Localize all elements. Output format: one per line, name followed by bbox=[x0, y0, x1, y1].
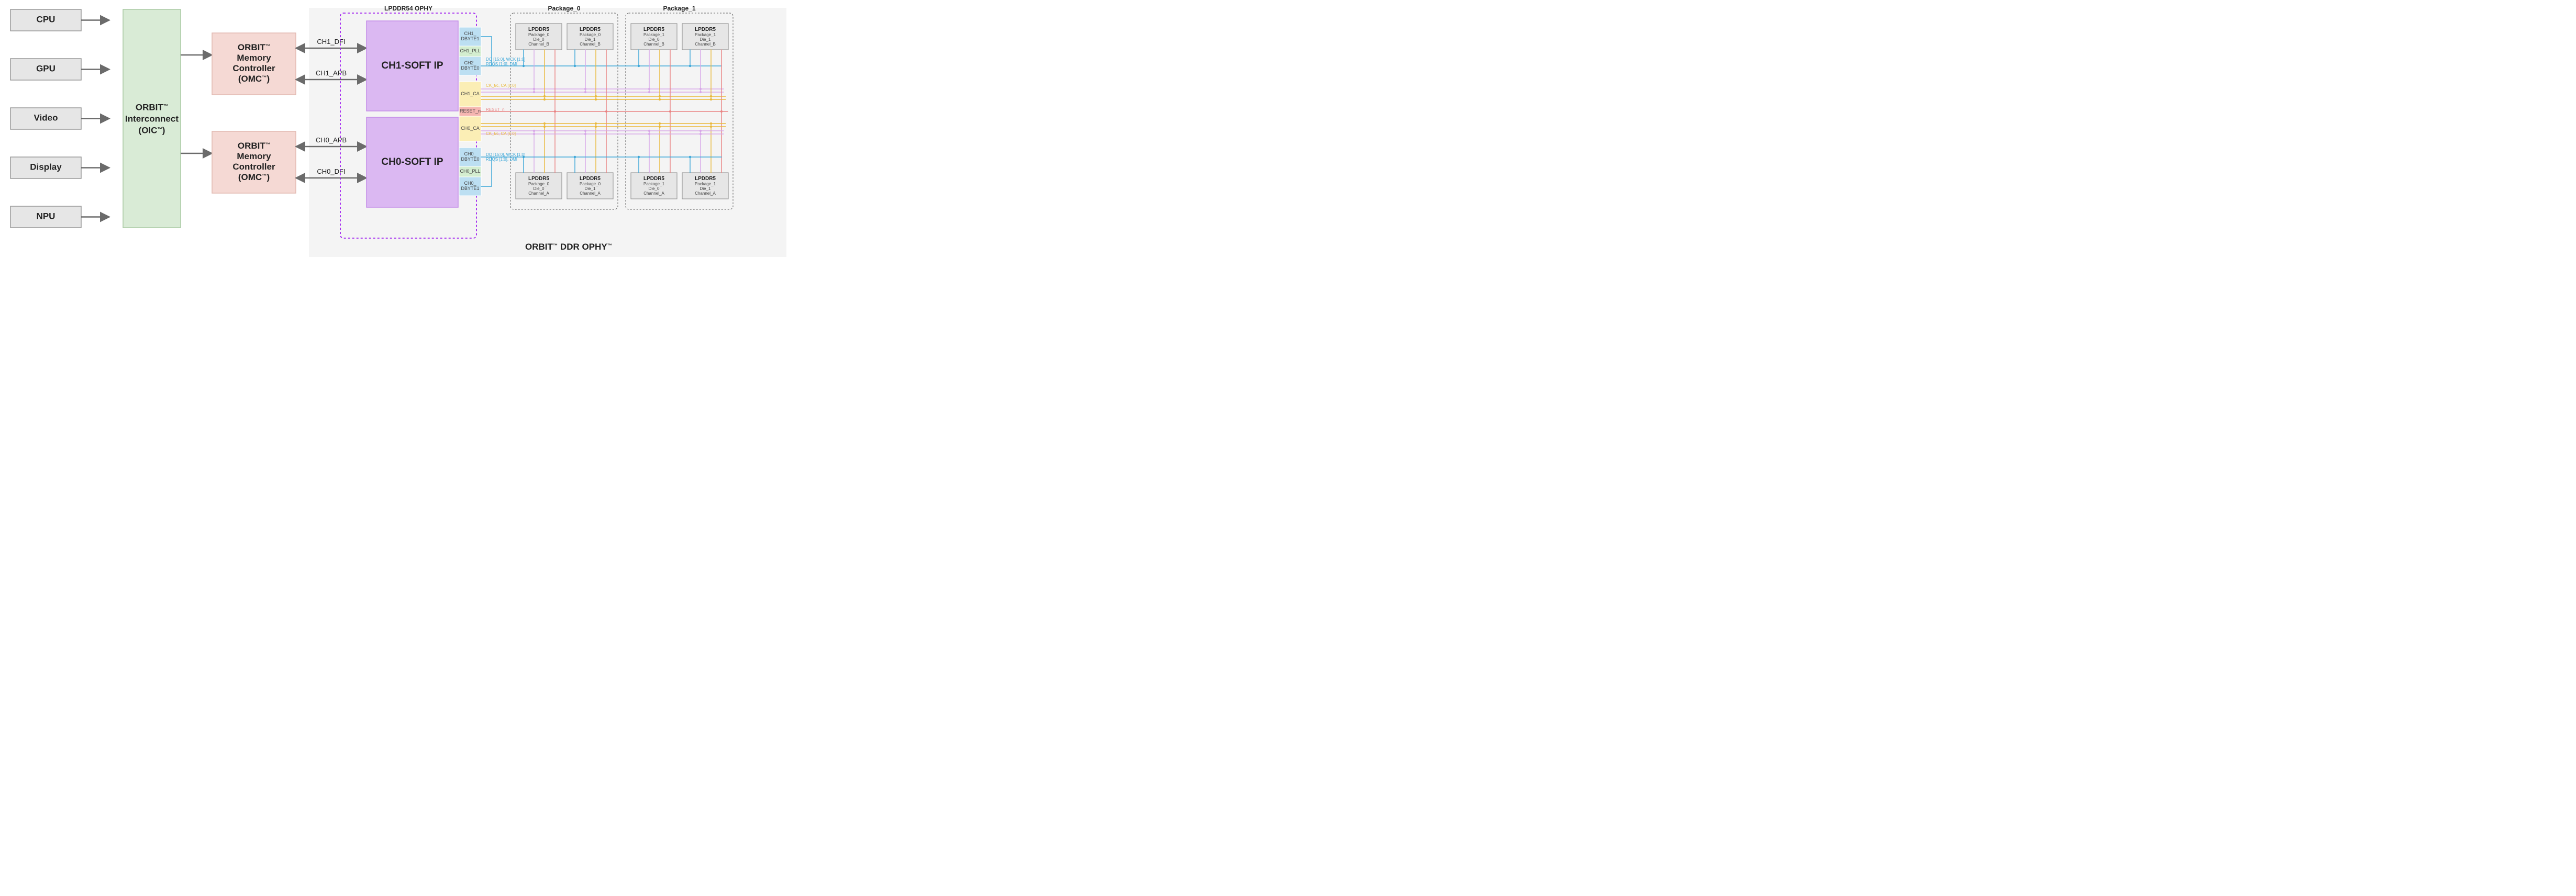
svg-text:CK_t/c, CA [6:0]: CK_t/c, CA [6:0] bbox=[486, 131, 516, 136]
svg-text:Package_0: Package_0 bbox=[580, 182, 601, 186]
svg-text:DBYTE1: DBYTE1 bbox=[461, 36, 479, 41]
svg-text:CH0_CA: CH0_CA bbox=[461, 126, 480, 131]
svg-text:GPU: GPU bbox=[36, 64, 55, 74]
svg-text:Interconnect: Interconnect bbox=[125, 114, 179, 124]
svg-text:DBYTE1: DBYTE1 bbox=[461, 186, 479, 191]
svg-text:Channel_B: Channel_B bbox=[528, 42, 549, 47]
svg-text:CH0_: CH0_ bbox=[464, 151, 476, 156]
svg-text:DBYTE0: DBYTE0 bbox=[461, 65, 479, 71]
svg-text:Controller: Controller bbox=[232, 162, 275, 172]
svg-text:Package_1: Package_1 bbox=[695, 32, 716, 37]
svg-text:ORBIT™ DDR OPHY™: ORBIT™ DDR OPHY™ bbox=[525, 242, 612, 252]
svg-text:CPU: CPU bbox=[37, 15, 55, 25]
svg-text:Channel_A: Channel_A bbox=[580, 191, 601, 196]
svg-text:LPDDR5: LPDDR5 bbox=[580, 176, 601, 182]
svg-text:CH1_PLL: CH1_PLL bbox=[460, 48, 480, 53]
svg-text:Channel_B: Channel_B bbox=[695, 42, 716, 47]
svg-text:CH0_APB: CH0_APB bbox=[316, 136, 347, 144]
svg-text:Memory: Memory bbox=[237, 151, 271, 161]
svg-text:Channel_A: Channel_A bbox=[528, 191, 549, 196]
svg-text:Video: Video bbox=[34, 113, 58, 123]
svg-text:Die_1: Die_1 bbox=[700, 186, 711, 191]
svg-text:Package_0: Package_0 bbox=[528, 182, 550, 186]
svg-text:Package_0: Package_0 bbox=[580, 32, 601, 37]
svg-text:Controller: Controller bbox=[232, 63, 275, 73]
svg-text:RESET_n: RESET_n bbox=[486, 107, 505, 112]
svg-text:Memory: Memory bbox=[237, 53, 271, 63]
svg-text:Die_1: Die_1 bbox=[585, 186, 596, 191]
svg-text:LPDDR5: LPDDR5 bbox=[695, 27, 716, 32]
svg-text:Channel_A: Channel_A bbox=[643, 191, 664, 196]
svg-text:Channel_B: Channel_B bbox=[643, 42, 664, 47]
svg-text:LPDDR5: LPDDR5 bbox=[580, 27, 601, 32]
svg-text:CH0_PLL: CH0_PLL bbox=[460, 169, 480, 174]
svg-text:LPDDR5: LPDDR5 bbox=[643, 27, 664, 32]
svg-text:Package_1: Package_1 bbox=[643, 32, 665, 37]
svg-text:Die_0: Die_0 bbox=[649, 37, 660, 42]
svg-text:LPDDR5: LPDDR5 bbox=[643, 176, 664, 182]
svg-text:CH1-SOFT IP: CH1-SOFT IP bbox=[381, 60, 443, 71]
svg-text:DBYTE0: DBYTE0 bbox=[461, 156, 479, 162]
svg-text:Die_0: Die_0 bbox=[534, 37, 545, 42]
svg-text:Package_1: Package_1 bbox=[643, 182, 665, 186]
svg-text:NPU: NPU bbox=[37, 211, 55, 221]
svg-text:CK_t/c, CA [6:0]: CK_t/c, CA [6:0] bbox=[486, 83, 516, 88]
svg-text:RESET_n: RESET_n bbox=[460, 108, 481, 114]
svg-text:Channel_A: Channel_A bbox=[695, 191, 716, 196]
svg-text:Die_0: Die_0 bbox=[534, 186, 545, 191]
svg-text:CH1_CA: CH1_CA bbox=[461, 91, 480, 96]
svg-text:LPDDR5: LPDDR5 bbox=[528, 176, 549, 182]
svg-text:Package_1: Package_1 bbox=[663, 5, 695, 12]
svg-text:CH0_DFI: CH0_DFI bbox=[317, 167, 345, 175]
svg-text:Die_1: Die_1 bbox=[585, 37, 596, 42]
svg-text:Channel_B: Channel_B bbox=[580, 42, 601, 47]
svg-text:CH1_APB: CH1_APB bbox=[316, 69, 347, 77]
svg-text:Package_0: Package_0 bbox=[548, 5, 580, 12]
svg-text:LPDDR5: LPDDR5 bbox=[528, 27, 549, 32]
svg-text:Die_0: Die_0 bbox=[649, 186, 660, 191]
svg-text:LPDDR5: LPDDR5 bbox=[695, 176, 716, 182]
svg-text:Package_0: Package_0 bbox=[528, 32, 550, 37]
svg-text:CH1_: CH1_ bbox=[464, 31, 476, 36]
svg-text:Display: Display bbox=[30, 162, 62, 172]
svg-text:Package_1: Package_1 bbox=[695, 182, 716, 186]
svg-text:CH2_: CH2_ bbox=[464, 60, 476, 65]
svg-text:LPDDR54 OPHY: LPDDR54 OPHY bbox=[384, 5, 432, 12]
svg-text:Die_1: Die_1 bbox=[700, 37, 711, 42]
svg-text:CH0_: CH0_ bbox=[464, 181, 476, 186]
svg-text:CH0-SOFT IP: CH0-SOFT IP bbox=[381, 156, 443, 167]
svg-text:CH1_DFI: CH1_DFI bbox=[317, 38, 345, 46]
